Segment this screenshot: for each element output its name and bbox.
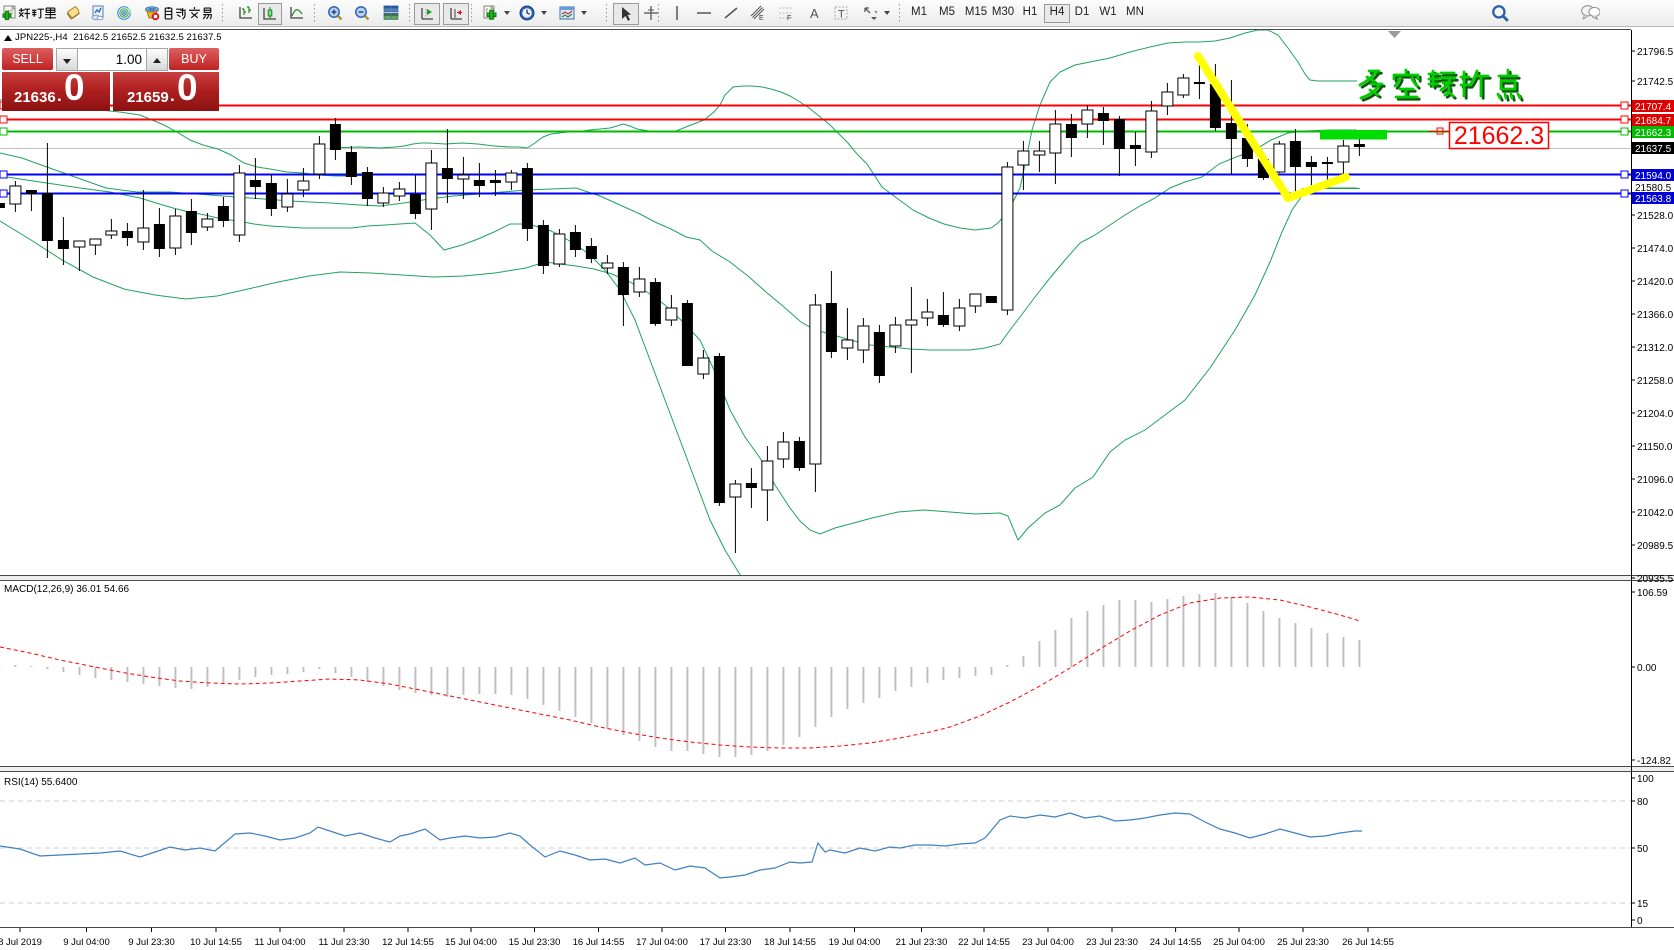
svg-text:17 Jul 23:30: 17 Jul 23:30	[700, 937, 752, 948]
svg-text:9 Jul 04:00: 9 Jul 04:00	[63, 937, 109, 948]
svg-text:21366.0: 21366.0	[1637, 310, 1674, 321]
svg-text:11 Jul 04:00: 11 Jul 04:00	[254, 937, 305, 948]
svg-text:26 Jul 14:55: 26 Jul 14:55	[1342, 937, 1394, 948]
svg-text:106.59: 106.59	[1637, 588, 1668, 599]
svg-text:16 Jul 14:55: 16 Jul 14:55	[573, 937, 625, 948]
svg-text:21528.0: 21528.0	[1637, 211, 1674, 222]
svg-text:21096.0: 21096.0	[1637, 475, 1674, 486]
svg-text:21662.3: 21662.3	[1635, 128, 1672, 139]
svg-text:21662.3: 21662.3	[1454, 122, 1544, 150]
svg-text:21563.8: 21563.8	[1635, 194, 1672, 205]
svg-text:23 Jul 23:30: 23 Jul 23:30	[1086, 937, 1138, 948]
svg-text:8 Jul 2019: 8 Jul 2019	[0, 937, 42, 948]
svg-text:25 Jul 04:00: 25 Jul 04:00	[1213, 937, 1265, 948]
svg-text:21707.4: 21707.4	[1635, 102, 1672, 113]
svg-text:24 Jul 14:55: 24 Jul 14:55	[1150, 937, 1202, 948]
svg-text:23 Jul 04:00: 23 Jul 04:00	[1022, 937, 1074, 948]
svg-text:21204.0: 21204.0	[1637, 409, 1674, 420]
svg-text:17 Jul 04:00: 17 Jul 04:00	[636, 937, 688, 948]
svg-text:9 Jul 23:30: 9 Jul 23:30	[128, 937, 174, 948]
svg-text:f: f	[486, 9, 488, 15]
svg-text:20935.5: 20935.5	[1637, 574, 1674, 585]
svg-text:21 Jul 23:30: 21 Jul 23:30	[896, 937, 948, 948]
svg-text:10 Jul 14:55: 10 Jul 14:55	[190, 937, 242, 948]
svg-text:21796.5: 21796.5	[1637, 47, 1674, 58]
svg-text:19 Jul 04:00: 19 Jul 04:00	[829, 937, 881, 948]
svg-text:80: 80	[1637, 797, 1649, 808]
svg-text:15 Jul 23:30: 15 Jul 23:30	[509, 937, 561, 948]
svg-text:F: F	[787, 15, 791, 21]
svg-text:50: 50	[1637, 844, 1649, 855]
svg-text:RSI(14) 55.6400: RSI(14) 55.6400	[4, 777, 78, 788]
svg-text:15: 15	[1637, 899, 1649, 910]
svg-text:21420.0: 21420.0	[1637, 277, 1674, 288]
svg-text:21042.0: 21042.0	[1637, 508, 1674, 519]
svg-text:-124.82: -124.82	[1637, 756, 1671, 767]
svg-text:21637.5: 21637.5	[1635, 144, 1672, 155]
svg-text:20989.5: 20989.5	[1637, 541, 1674, 552]
svg-text:0.00: 0.00	[1637, 663, 1657, 674]
svg-text:12 Jul 14:55: 12 Jul 14:55	[382, 937, 434, 948]
svg-text:21594.0: 21594.0	[1635, 171, 1672, 182]
svg-text:21684.7: 21684.7	[1635, 116, 1672, 127]
svg-text:18 Jul 14:55: 18 Jul 14:55	[764, 937, 816, 948]
svg-text:21150.0: 21150.0	[1637, 442, 1673, 453]
svg-text:A: A	[810, 6, 819, 21]
svg-text:0: 0	[1637, 916, 1643, 927]
svg-text:11 Jul 23:30: 11 Jul 23:30	[318, 937, 369, 948]
svg-text:21474.0: 21474.0	[1637, 244, 1674, 255]
svg-text:22 Jul 14:55: 22 Jul 14:55	[958, 937, 1010, 948]
svg-text:T: T	[838, 9, 845, 21]
svg-text:15 Jul 04:00: 15 Jul 04:00	[445, 937, 497, 948]
svg-text:21312.0: 21312.0	[1637, 343, 1674, 354]
svg-text:21580.5: 21580.5	[1635, 183, 1672, 194]
svg-text:MACD(12,26,9) 36.01 54.66: MACD(12,26,9) 36.01 54.66	[4, 584, 130, 595]
svg-text:25 Jul 23:30: 25 Jul 23:30	[1277, 937, 1329, 948]
svg-text:21742.5: 21742.5	[1637, 77, 1674, 88]
svg-text:100: 100	[1637, 774, 1654, 785]
svg-text:E: E	[759, 15, 764, 21]
svg-text:21258.0: 21258.0	[1637, 376, 1674, 387]
